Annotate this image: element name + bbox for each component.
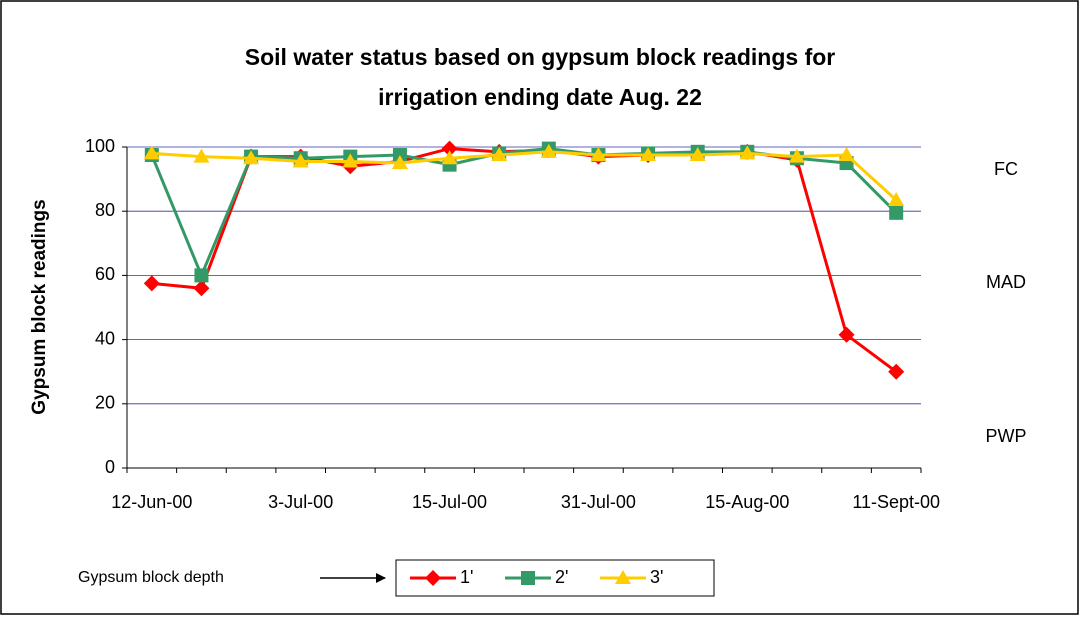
series-line	[151, 150, 898, 202]
data-point	[441, 150, 458, 165]
y-tick-label: 80	[95, 200, 115, 220]
x-tick-label: 15-Jul-00	[412, 492, 487, 512]
data-point	[590, 147, 607, 162]
legend-marker	[521, 571, 535, 585]
data-point	[788, 148, 805, 163]
x-tick-label: 15-Aug-00	[705, 492, 789, 512]
x-tick-label: 3-Jul-00	[268, 492, 333, 512]
annotation: MAD	[986, 272, 1026, 292]
data-point	[838, 326, 855, 343]
data-point	[342, 153, 359, 168]
annotation: FC	[994, 159, 1018, 179]
y-tick-label: 100	[85, 136, 115, 156]
y-tick-label: 20	[95, 393, 115, 413]
data-point	[739, 145, 756, 160]
legend-title: Gypsum block depth	[78, 569, 224, 586]
chart-title: irrigation ending date Aug. 22	[378, 84, 702, 110]
legend-label: 3'	[650, 567, 663, 587]
y-tick-label: 40	[95, 328, 115, 348]
x-tick-label: 11-Sept-00	[852, 492, 940, 512]
y-axis-label: Gypsum block readings	[29, 199, 50, 414]
x-tick-label: 31-Jul-00	[561, 492, 636, 512]
y-tick-label: 0	[105, 457, 115, 477]
y-tick-label: 60	[95, 264, 115, 284]
data-point	[689, 147, 706, 162]
chart-title: Soil water status based on gypsum block …	[245, 44, 836, 70]
data-point	[441, 140, 458, 157]
data-point	[193, 148, 210, 163]
arrow-head	[376, 573, 386, 583]
data-point	[540, 143, 557, 158]
data-point	[143, 275, 160, 292]
data-point	[838, 147, 855, 162]
annotation: PWP	[985, 426, 1026, 446]
legend-label: 2'	[555, 567, 568, 587]
data-point	[889, 205, 904, 220]
data-point	[194, 268, 209, 283]
data-point	[193, 280, 210, 297]
data-point	[888, 363, 905, 380]
data-point	[640, 147, 657, 162]
legend-label: 1'	[460, 567, 473, 587]
x-tick-label: 12-Jun-00	[111, 492, 192, 512]
data-point	[243, 150, 260, 165]
data-point	[392, 148, 407, 163]
data-point	[292, 153, 309, 168]
legend-marker	[615, 570, 631, 584]
data-point	[391, 155, 408, 170]
data-point	[888, 191, 905, 206]
data-point	[143, 145, 160, 160]
data-point	[491, 147, 508, 162]
legend-marker	[425, 570, 441, 586]
